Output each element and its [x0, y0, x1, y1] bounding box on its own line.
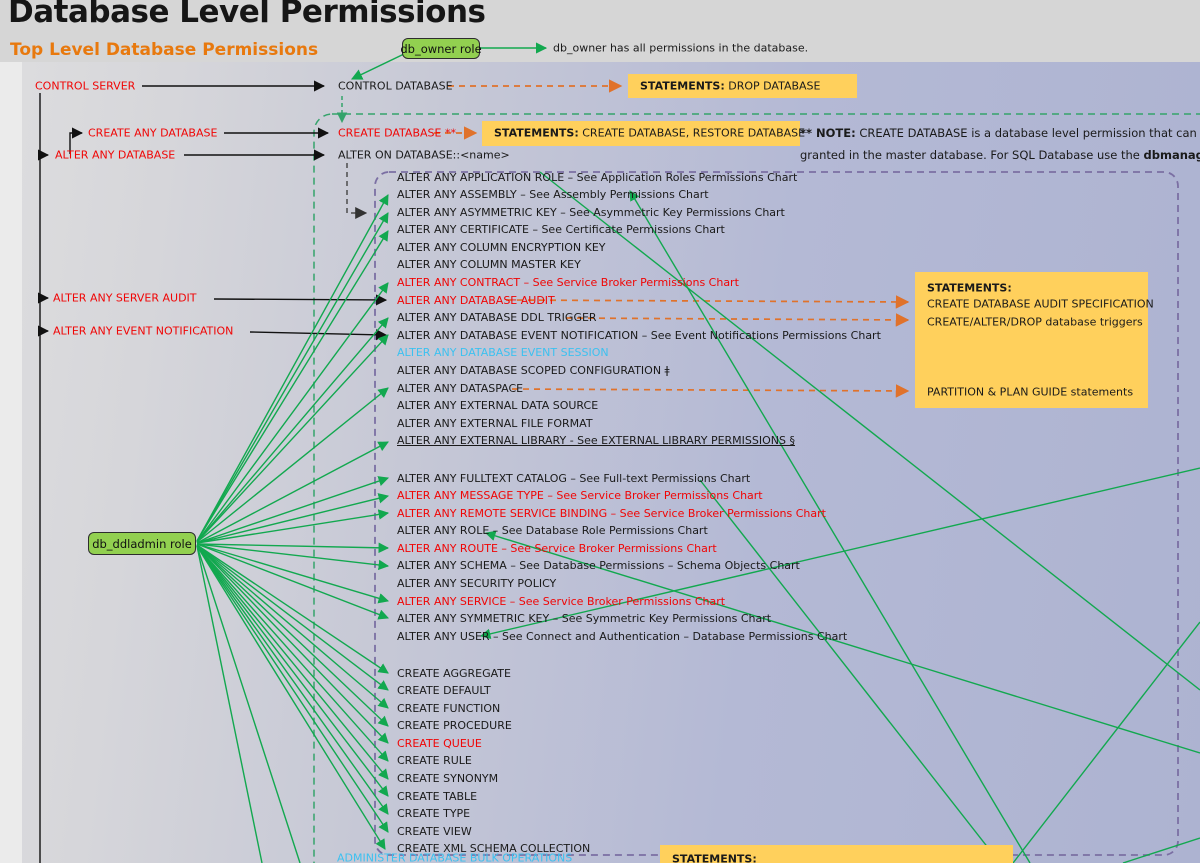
permission-item: ALTER ANY ASYMMETRIC KEY – See Asymmetri…	[397, 205, 785, 219]
statements-box-audit: STATEMENTS: CREATE DATABASE AUDIT SPECIF…	[915, 272, 1154, 408]
permission-item: ALTER ANY EXTERNAL LIBRARY - See EXTERNA…	[397, 434, 795, 448]
create-database-note-line2: granted in the master database. For SQL …	[800, 148, 1200, 162]
statements-text: STATEMENTS: CREATE DATABASE, RESTORE DAT…	[494, 127, 805, 140]
orange-dashed-arrows	[434, 79, 910, 398]
permission-item: ALTER ANY SCHEMA – See Database Permissi…	[397, 559, 800, 573]
permission-item: ALTER ANY SYMMETRIC KEY – See Symmetric …	[397, 612, 772, 626]
statements-line: PARTITION & PLAN GUIDE statements	[927, 385, 1134, 399]
page-title: Database Level Permissions	[8, 0, 486, 30]
permission-item: ALTER ANY ROUTE – See Service Broker Per…	[397, 541, 717, 555]
alter-any-server-audit-label: ALTER ANY SERVER AUDIT	[53, 291, 197, 305]
statements-body: CREATE DATABASE, RESTORE DATABASE	[578, 126, 806, 140]
create-permissions-list: CREATE AGGREGATE CREATE DEFAULT CREATE FUN…	[397, 665, 590, 859]
statements-line: CREATE/ALTER/DROP database triggers	[927, 315, 1143, 329]
alter-on-database-label: ALTER ON DATABASE::<name>	[338, 148, 510, 162]
statements-box-bottom: STATEMENTS:	[660, 845, 1013, 863]
permission-item: ALTER ANY CONTRACT – See Service Broker …	[397, 276, 739, 290]
permission-item: ALTER ANY DATABASE EVENT SESSION	[397, 346, 609, 360]
statements-heading: STATEMENTS:	[640, 79, 725, 93]
permission-item: ALTER ANY MESSAGE TYPE – See Service Bro…	[397, 489, 763, 503]
create-database-note-line1: ** NOTE: CREATE DATABASE is a database l…	[800, 126, 1200, 140]
permission-item: ALTER ANY DATABASE DDL TRIGGER	[397, 311, 597, 325]
permission-item: ALTER ANY DATASPACE	[397, 381, 524, 395]
db-owner-role-box: db_owner role	[400, 38, 482, 59]
note-bold: ** NOTE:	[800, 126, 856, 140]
permission-item: CREATE TYPE	[397, 807, 471, 821]
note-text: CREATE DATABASE is a database level perm…	[859, 126, 1200, 140]
permission-item: CREATE AGGREGATE	[397, 666, 511, 680]
note-bold: dbmanager	[1143, 148, 1200, 162]
gray-dashed-arrow	[346, 163, 368, 219]
permission-item: ALTER ANY REMOTE SERVICE BINDING – See S…	[397, 506, 826, 520]
permission-item: ALTER ANY FULLTEXT CATALOG – See Full-te…	[397, 471, 751, 485]
section-title: Top Level Database Permissions	[10, 40, 319, 60]
db-owner-note: db_owner has all permissions in the data…	[553, 41, 809, 55]
permission-item: CREATE VIEW	[397, 824, 472, 838]
control-database-label: CONTROL DATABASE	[338, 79, 453, 93]
permission-item: ALTER ANY DATABASE SCOPED CONFIGURATION …	[397, 364, 670, 378]
statements-heading: STATEMENTS:	[672, 852, 757, 863]
statements-box-drop-database: STATEMENTS: DROP DATABASE	[628, 74, 857, 98]
permission-item: CREATE DEFAULT	[397, 684, 491, 698]
alter-permissions-list-1: ALTER ANY APPLICATION ROLE – See Applica…	[397, 169, 881, 451]
permission-item: ALTER ANY EXTERNAL FILE FORMAT	[397, 416, 593, 430]
permission-item: ALTER ANY ASSEMBLY – See Assembly Permis…	[397, 188, 709, 202]
permission-item: ALTER ANY SECURITY POLICY	[397, 577, 557, 591]
permission-item: ALTER ANY ROLE – See Database Role Permi…	[397, 524, 708, 538]
note-text: granted in the master database. For SQL …	[800, 148, 1144, 162]
cross-chart-links	[479, 171, 1200, 863]
permission-item: ALTER ANY COLUMN MASTER KEY	[397, 258, 581, 272]
alter-any-event-notification-label: ALTER ANY EVENT NOTIFICATION	[53, 324, 234, 338]
statements-line: CREATE DATABASE AUDIT SPECIFICATION	[927, 297, 1154, 311]
permission-item: ALTER ANY DATABASE AUDIT	[397, 293, 555, 307]
permission-item: ALTER ANY EXTERNAL DATA SOURCE	[397, 399, 599, 413]
db-ddladmin-role-label: db_ddladmin role	[92, 536, 192, 551]
permission-item: ALTER ANY CERTIFICATE – See Certificate …	[397, 223, 725, 237]
permission-item: CREATE FUNCTION	[397, 701, 501, 715]
statements-text: STATEMENTS: DROP DATABASE	[640, 80, 821, 93]
administer-bulk-operations-label: ADMINISTER DATABASE BULK OPERATIONS	[337, 851, 573, 863]
db-ddladmin-fan	[196, 194, 390, 863]
permission-item: ALTER ANY USER – See Connect and Authent…	[397, 629, 848, 643]
statements-box-create-database: STATEMENTS: CREATE DATABASE, RESTORE DAT…	[482, 121, 805, 146]
create-database-label: CREATE DATABASE **	[338, 126, 456, 140]
statements-body: DROP DATABASE	[724, 79, 821, 93]
statements-heading: STATEMENTS:	[494, 126, 579, 140]
permission-item: CREATE PROCEDURE	[397, 719, 512, 733]
statements-heading: STATEMENTS:	[927, 281, 1012, 295]
db-owner-role-label: db_owner role	[400, 41, 482, 56]
permission-item: CREATE XML SCHEMA COLLECTION	[397, 842, 591, 856]
permission-item: ALTER ANY APPLICATION ROLE – See Applica…	[397, 170, 798, 184]
control-server-label: CONTROL SERVER	[35, 79, 136, 93]
left-margin-strip	[0, 62, 22, 863]
permission-item: CREATE RULE	[397, 754, 472, 768]
db-owner-arrows	[350, 42, 548, 80]
alter-any-database-label: ALTER ANY DATABASE	[55, 148, 176, 162]
permission-item: ALTER ANY DATABASE EVENT NOTIFICATION – …	[397, 328, 881, 342]
black-arrows	[37, 80, 388, 863]
create-any-database-label: CREATE ANY DATABASE	[88, 126, 218, 140]
permission-item: CREATE TABLE	[397, 789, 478, 803]
permission-item: CREATE SYNONYM	[397, 772, 499, 786]
chart-background	[22, 62, 1200, 863]
permission-item: ALTER ANY SERVICE – See Service Broker P…	[397, 594, 726, 608]
permission-item: CREATE QUEUE	[397, 736, 482, 750]
db-ddladmin-role-box: db_ddladmin role	[88, 532, 196, 555]
alter-permissions-list-2: ALTER ANY FULLTEXT CATALOG – See Full-te…	[397, 470, 847, 646]
permission-item: ALTER ANY COLUMN ENCRYPTION KEY	[397, 240, 606, 254]
